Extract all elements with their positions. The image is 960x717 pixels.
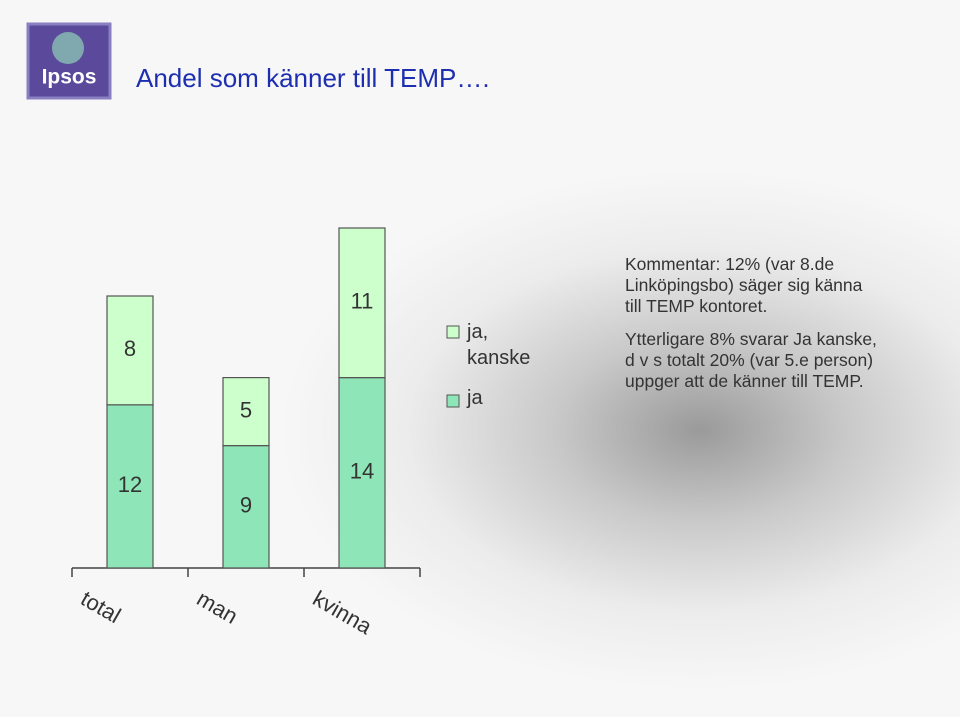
legend-swatch — [446, 325, 460, 339]
comment-line: uppger att de känner till TEMP. — [625, 371, 864, 391]
data-label: 12 — [118, 472, 142, 497]
x-tick-label: total — [77, 586, 126, 628]
comment-line: Ytterligare 8% svarar Ja kanske, — [625, 329, 877, 349]
legend-label: ja — [467, 387, 483, 409]
comment-line: Kommentar: 12% (var 8.de — [625, 254, 835, 274]
bar-segment — [106, 295, 154, 406]
bar-segment — [338, 377, 386, 569]
comment-line: d v s totalt 20% (var 5.e person) — [625, 350, 874, 370]
data-label: 8 — [124, 336, 136, 361]
logo-text: Ipsos — [42, 66, 97, 89]
chart-title: Andel som känner till TEMP…. — [136, 63, 490, 93]
logo-icon — [52, 32, 84, 64]
data-label: 14 — [350, 459, 374, 484]
comment-paragraph: Kommentar: 12% (var 8.de Linköpingsbo) sä… — [625, 254, 877, 317]
comment-line: Linköpingsbo) säger sig känna — [625, 275, 863, 295]
bar-segment — [106, 404, 154, 569]
bar-segment — [338, 227, 386, 379]
bar-segment — [222, 377, 270, 447]
data-label: 5 — [240, 397, 252, 422]
bar-segment — [222, 445, 270, 569]
comment-line: till TEMP kontoret. — [625, 296, 768, 316]
x-tick-label: man — [193, 586, 243, 629]
x-tick-label: kvinna — [309, 586, 377, 640]
data-label: 11 — [351, 289, 374, 314]
legend-label: ja, kanske — [467, 321, 531, 369]
data-label: 9 — [240, 493, 252, 518]
comment: Kommentar: 12% (var 8.de Linköpingsbo) sä… — [625, 254, 877, 404]
legend-swatch — [446, 394, 460, 408]
comment-paragraph: Ytterligare 8% svarar Ja kanske, d v s to… — [625, 329, 877, 392]
